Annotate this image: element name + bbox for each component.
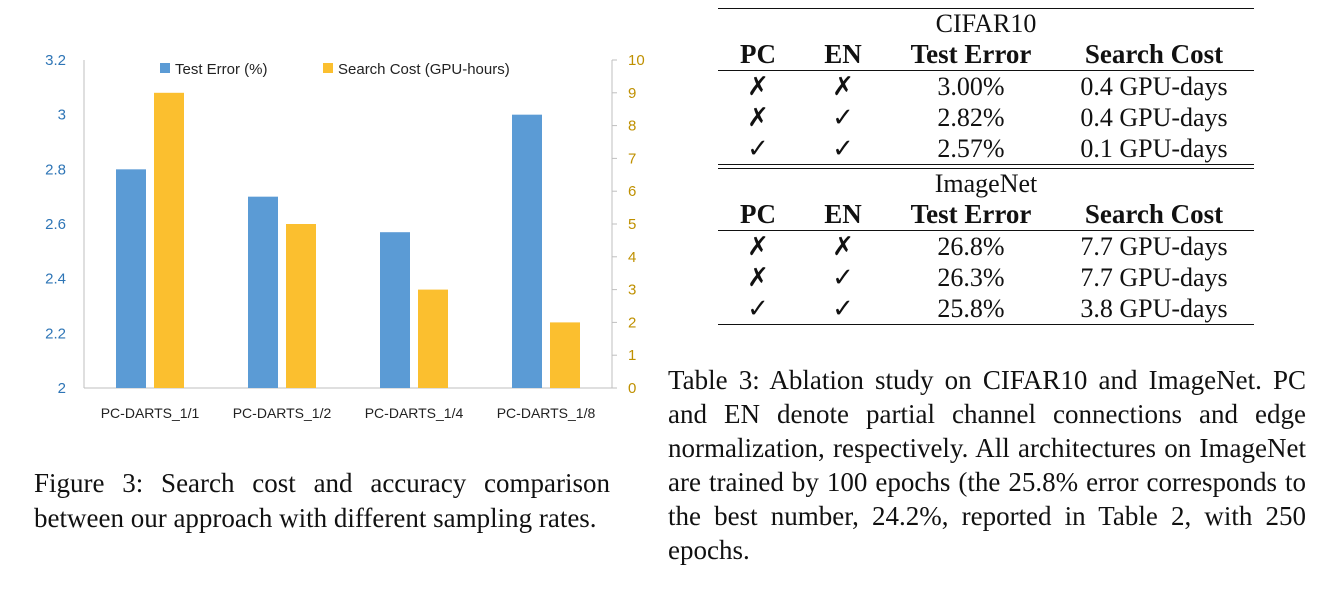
left-axis-tick-label: 2.4 bbox=[45, 271, 66, 288]
search-cost-cell: 3.8 GPU-days bbox=[1080, 293, 1228, 323]
ablation-table: CIFAR10 PC EN Test Error Search Cost ✗ ✗… bbox=[718, 8, 1254, 325]
test-error-cell: 25.8% bbox=[937, 293, 1005, 323]
left-axis-tick-label: 3.2 bbox=[45, 52, 66, 69]
bar-chart: 2 2.2 2.4 2.6 2.8 3 3.2 0 1 2 3 4 5 6 7 8 9 10 PC-DARTS_… bbox=[45, 52, 645, 421]
x-axis-tick-label: PC-DARTS_1/8 bbox=[497, 405, 596, 421]
search-cost-bar bbox=[286, 224, 316, 388]
pc-mark: ✓ bbox=[747, 293, 769, 324]
right-axis-tick-label: 0 bbox=[628, 380, 636, 397]
figure-caption: Figure 3: Search cost and accuracy compa… bbox=[34, 468, 610, 533]
test-error-bar bbox=[116, 169, 146, 388]
test-error-cell: 2.82% bbox=[937, 102, 1005, 132]
x-axis-tick-label: PC-DARTS_1/1 bbox=[101, 405, 200, 421]
search-cost-cell: 0.1 GPU-days bbox=[1080, 133, 1228, 163]
test-error-bar bbox=[380, 232, 410, 388]
search-cost-cell: 0.4 GPU-days bbox=[1080, 102, 1228, 132]
right-axis-tick-label: 4 bbox=[628, 249, 636, 266]
right-axis-tick-label: 3 bbox=[628, 282, 636, 299]
left-axis-tick-label: 3 bbox=[58, 107, 66, 124]
table-row: ✗ ✗ 3.00% 0.4 GPU-days bbox=[718, 71, 1254, 103]
chart-legend: Test Error (%) Search Cost (GPU-hours) bbox=[160, 61, 510, 78]
right-axis-tick-label: 6 bbox=[628, 183, 636, 200]
dataset-title-cifar10: CIFAR10 bbox=[935, 9, 1037, 38]
search-cost-cell: 7.7 GPU-days bbox=[1080, 231, 1228, 261]
search-cost-cell: 0.4 GPU-days bbox=[1080, 71, 1228, 101]
search-cost-bar bbox=[418, 289, 448, 388]
search-cost-cell: 7.7 GPU-days bbox=[1080, 262, 1228, 292]
table-row: ✗ ✓ 2.82% 0.4 GPU-days bbox=[718, 102, 1254, 133]
pc-mark: ✗ bbox=[747, 231, 769, 262]
pc-mark: ✗ bbox=[747, 262, 769, 293]
left-axis-tick-label: 2.6 bbox=[45, 216, 66, 233]
left-axis-tick-label: 2.8 bbox=[45, 161, 66, 178]
col-header-search-cost: Search Cost bbox=[1054, 39, 1254, 71]
right-axis-tick-label: 9 bbox=[628, 85, 636, 102]
legend-label-test-error: Test Error (%) bbox=[175, 61, 268, 78]
table-row: ✓ ✓ 2.57% 0.1 GPU-days bbox=[718, 133, 1254, 165]
legend-label-search-cost: Search Cost (GPU-hours) bbox=[338, 61, 510, 78]
x-axis-tick-label: PC-DARTS_1/2 bbox=[233, 405, 332, 421]
right-axis-tick-label: 10 bbox=[628, 52, 645, 69]
legend-swatch-test-error bbox=[160, 63, 170, 73]
col-header-test-error: Test Error bbox=[888, 39, 1054, 71]
pc-mark: ✓ bbox=[747, 133, 769, 164]
col-header-en: EN bbox=[798, 39, 888, 71]
col-header-pc: PC bbox=[718, 39, 798, 71]
right-axis-tick-label: 2 bbox=[628, 314, 636, 331]
test-error-cell: 26.8% bbox=[937, 231, 1005, 261]
en-mark: ✓ bbox=[832, 133, 854, 164]
en-mark: ✓ bbox=[832, 102, 854, 133]
test-error-bar bbox=[512, 114, 542, 389]
dataset-title-imagenet: ImageNet bbox=[934, 169, 1038, 198]
right-axis-tick-label: 8 bbox=[628, 118, 636, 135]
en-mark: ✓ bbox=[832, 293, 854, 324]
left-axis-tick-label: 2.2 bbox=[45, 325, 66, 342]
table-row: ✗ ✓ 26.3% 7.7 GPU-days bbox=[718, 262, 1254, 293]
col-header-search-cost: Search Cost bbox=[1054, 199, 1254, 231]
right-axis-tick-label: 5 bbox=[628, 216, 636, 233]
table-row: ✗ ✗ 26.8% 7.7 GPU-days bbox=[718, 231, 1254, 263]
legend-swatch-search-cost bbox=[323, 63, 333, 73]
right-axis-tick-label: 1 bbox=[628, 347, 636, 364]
test-error-cell: 26.3% bbox=[937, 262, 1005, 292]
search-cost-bar bbox=[154, 92, 184, 389]
test-error-bar bbox=[248, 196, 278, 388]
col-header-test-error: Test Error bbox=[888, 199, 1054, 231]
pc-mark: ✗ bbox=[747, 71, 769, 102]
col-header-en: EN bbox=[798, 199, 888, 231]
left-axis-tick-label: 2 bbox=[58, 380, 66, 397]
test-error-cell: 3.00% bbox=[937, 71, 1005, 101]
right-axis-tick-label: 7 bbox=[628, 150, 636, 167]
table-caption: Table 3: Ablation study on CIFAR10 and I… bbox=[668, 365, 1306, 565]
table-row: ✓ ✓ 25.8% 3.8 GPU-days bbox=[718, 293, 1254, 324]
col-header-pc: PC bbox=[718, 199, 798, 231]
pc-mark: ✗ bbox=[747, 102, 769, 133]
x-axis-tick-label: PC-DARTS_1/4 bbox=[365, 405, 464, 421]
en-mark: ✓ bbox=[832, 262, 854, 293]
test-error-cell: 2.57% bbox=[937, 133, 1005, 163]
en-mark: ✗ bbox=[832, 231, 854, 262]
en-mark: ✗ bbox=[832, 71, 854, 102]
search-cost-bar bbox=[550, 322, 580, 388]
